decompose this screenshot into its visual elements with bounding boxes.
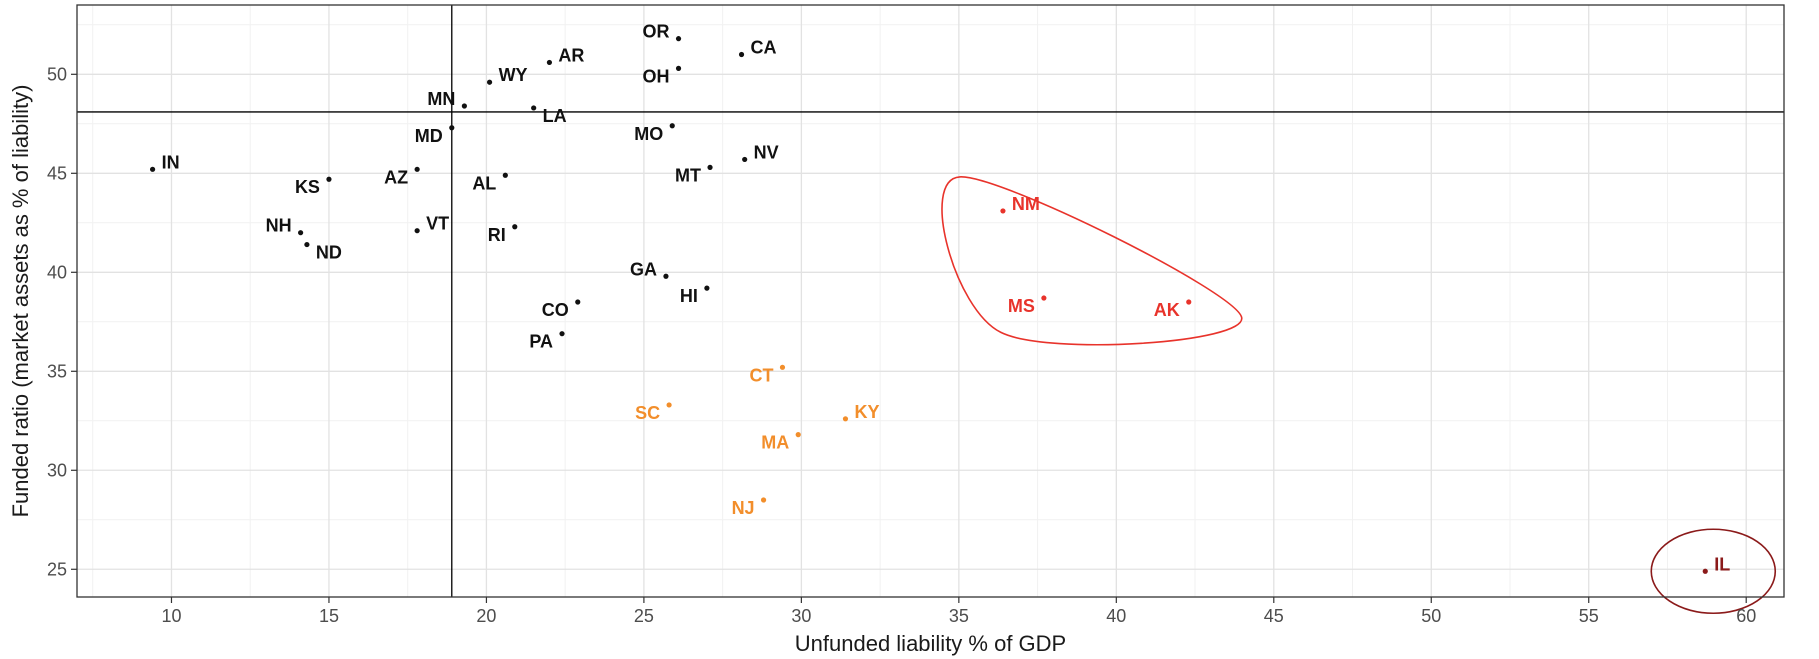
panel-border (76, 4, 1785, 598)
y-axis-title: Funded ratio (market assets as % of liab… (8, 85, 33, 518)
label-oh: OH (643, 66, 670, 86)
point-co (575, 299, 581, 305)
minor-gridlines (77, 5, 1784, 597)
label-co: CO (542, 300, 569, 320)
point-mo (669, 123, 675, 129)
label-ar: AR (558, 45, 584, 65)
x-tick-label: 20 (476, 606, 496, 626)
point-nm (1000, 208, 1006, 214)
point-pa (559, 331, 565, 337)
point-il (1702, 568, 1708, 574)
y-tick-label: 40 (47, 262, 67, 282)
label-la: LA (543, 106, 567, 126)
point-sc (666, 402, 672, 408)
label-al: AL (472, 173, 496, 193)
label-nd: ND (316, 243, 342, 263)
label-vt: VT (426, 214, 449, 234)
x-tick-label: 45 (1264, 606, 1284, 626)
point-mt (707, 164, 713, 170)
point-oh (675, 65, 682, 71)
x-axis-ticks: 10 15 20 25 30 35 40 45 50 55 60 (161, 597, 1756, 626)
label-ri: RI (488, 225, 506, 245)
label-ma: MA (761, 433, 789, 453)
label-nh: NH (266, 216, 292, 236)
label-il: IL (1714, 554, 1730, 574)
point-ak (1186, 299, 1192, 305)
point-or (675, 36, 682, 42)
x-tick-label: 30 (791, 606, 811, 626)
label-ga: GA (630, 259, 657, 279)
y-axis-ticks: 25 30 35 40 45 50 (47, 64, 77, 579)
label-nm: NM (1012, 194, 1040, 214)
label-ct: CT (749, 365, 773, 385)
point-nj (760, 497, 767, 503)
point-ar (546, 59, 553, 66)
point-ca (738, 51, 745, 58)
y-tick-label: 50 (47, 64, 67, 84)
y-tick-label: 25 (47, 559, 67, 579)
x-tick-label: 15 (319, 606, 339, 626)
label-mt: MT (675, 165, 701, 185)
point-al (502, 172, 508, 178)
point-nv (742, 156, 748, 163)
point-ma (795, 432, 801, 438)
cluster-ellipses (941, 176, 1777, 615)
point-az (414, 166, 420, 172)
reference-lines (77, 5, 1784, 597)
point-ks (326, 176, 332, 182)
label-ms: MS (1008, 296, 1035, 316)
label-nj: NJ (732, 498, 755, 518)
label-mn: MN (427, 89, 455, 109)
label-sc: SC (635, 403, 660, 423)
point-wy (486, 79, 493, 85)
y-tick-label: 35 (47, 361, 67, 381)
x-tick-label: 35 (949, 606, 969, 626)
point-md (449, 125, 455, 131)
label-or: OR (643, 22, 670, 42)
major-gridlines (77, 5, 1784, 597)
cluster-ellipse-group3 (941, 176, 1243, 346)
x-tick-label: 10 (161, 606, 181, 626)
label-ak: AK (1154, 300, 1180, 320)
x-tick-label: 40 (1106, 606, 1126, 626)
y-tick-label: 45 (47, 163, 67, 183)
point-ky (842, 416, 849, 422)
label-ks: KS (295, 177, 320, 197)
x-axis-title: Unfunded liability % of GDP (795, 631, 1066, 656)
x-tick-label: 55 (1579, 606, 1599, 626)
label-in: IN (162, 152, 180, 172)
data-points (149, 36, 1708, 574)
label-mo: MO (634, 124, 663, 144)
point-mn (461, 103, 467, 109)
label-az: AZ (384, 167, 408, 187)
label-hi: HI (680, 286, 698, 306)
point-ga (663, 273, 669, 279)
label-ky: KY (854, 402, 879, 422)
cluster-ellipse-group4 (1650, 528, 1777, 615)
y-tick-label: 30 (47, 460, 67, 480)
point-ri (512, 224, 518, 230)
x-tick-label: 60 (1736, 606, 1756, 626)
label-pa: PA (529, 332, 553, 352)
point-hi (704, 285, 710, 291)
point-in (149, 166, 156, 172)
x-tick-label: 50 (1421, 606, 1441, 626)
x-tick-label: 25 (634, 606, 654, 626)
point-ms (1041, 295, 1047, 301)
point-la (531, 105, 537, 111)
point-nh (298, 230, 304, 236)
point-ct (779, 364, 786, 370)
label-nv: NV (754, 142, 779, 162)
point-vt (414, 228, 420, 234)
label-ca: CA (751, 37, 777, 57)
label-wy: WY (499, 65, 528, 85)
label-md: MD (415, 126, 443, 146)
point-nd (304, 241, 310, 248)
